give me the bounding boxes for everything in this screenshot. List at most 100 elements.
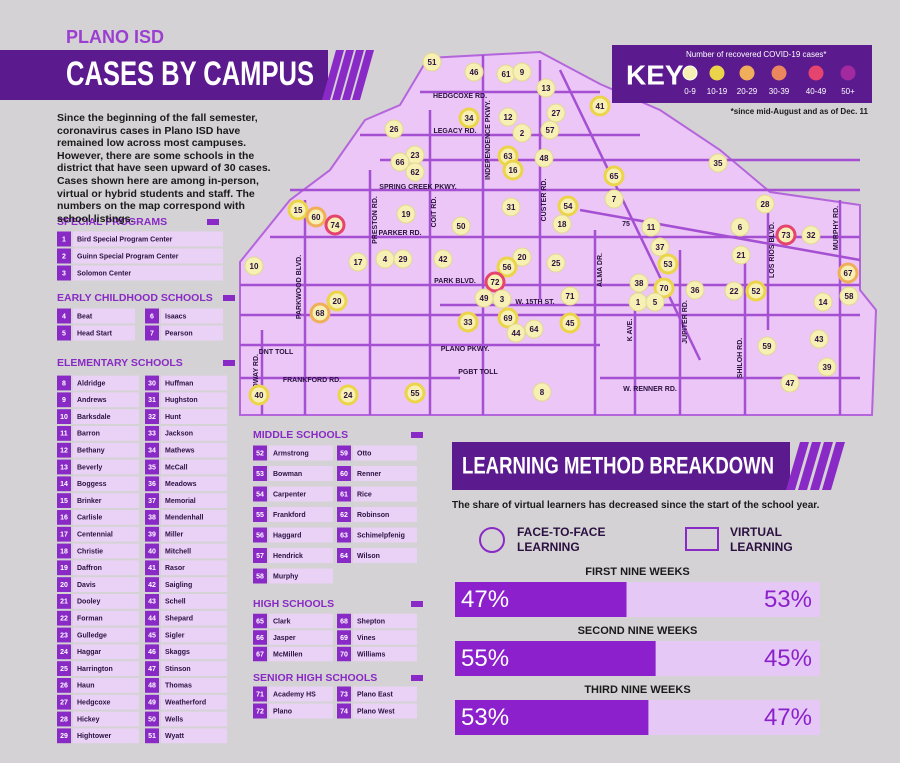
name-box [73,426,139,441]
marker-label: 31 [507,203,516,212]
road-label: LOS RIOS BLVD. [769,222,776,278]
school-name: Wells [165,716,183,723]
school-number: 29 [60,733,68,740]
marker-label: 12 [504,113,513,122]
school-marker [326,290,348,312]
school-number: 58 [256,573,264,580]
road-label: PRESTON RD. [372,196,379,244]
number-box [145,308,159,324]
school-name: Haun [77,683,95,690]
name-box [269,646,333,662]
number-box [145,493,159,508]
number-box [253,507,267,522]
virtual-bar [626,582,820,617]
number-box [145,678,159,693]
section-rule [223,360,235,366]
school-marker [559,312,581,334]
name-box [73,543,139,559]
number-box [145,694,159,710]
key-swatch [682,65,698,81]
section-title: MIDDLE SCHOOLS [253,429,348,441]
school-name: Beverly [77,464,102,471]
school-number: 19 [60,565,68,572]
road-label: FRANKFORD RD. [283,377,341,384]
road-label: DNT TOLL [259,349,294,356]
banner-stripe [798,442,821,490]
section-title: SPECIAL PROGRAMS [57,216,167,228]
school-marker [451,216,471,236]
name-box [161,459,227,475]
road-label: PARKWOOD BLVD. [296,255,303,319]
marker-label: 38 [635,279,644,288]
school-marker [492,289,512,309]
name-box [161,594,227,609]
school-name: Gulledge [77,632,107,639]
number-box [57,459,71,475]
road-label: INDEPENDENCE PKWY. [485,100,492,180]
number-box [145,627,159,643]
school-name: Andrews [77,397,107,404]
school-marker [757,336,777,356]
school-name: Murphy [273,573,298,580]
virtual-bar [655,641,820,676]
school-number: 28 [60,716,68,723]
virtual-label: 53% [764,586,812,613]
school-name: Armstrong [273,450,309,457]
school-name: Meadows [165,481,197,488]
marker-label: 41 [596,102,605,111]
school-name: Rice [357,491,372,498]
name-box [73,476,139,492]
school-marker [524,319,544,339]
school-number: 63 [340,532,348,539]
school-number: 68 [340,618,348,625]
school-number: 50 [148,716,156,723]
school-name: Memorial [165,498,196,505]
marker-label: 60 [312,213,321,222]
name-box [161,610,227,626]
number-box [253,613,267,629]
name-box [73,325,135,341]
school-number: 25 [60,666,68,673]
number-box [337,466,351,481]
marker-label: 66 [396,158,405,167]
number-box [145,577,159,592]
school-name: Solomon Center [77,270,131,277]
road-label: PARK BLVD. [434,278,476,285]
school-marker [708,153,728,173]
marker-label: 52 [752,287,761,296]
name-box [353,703,417,719]
marker-label: 70 [660,284,669,293]
name-box [161,728,227,744]
name-box [73,493,139,508]
school-number: 21 [60,599,68,606]
marker-label: 4 [383,255,388,264]
period-title: THIRD NINE WEEKS [584,684,690,696]
school-marker [560,286,580,306]
school-name: Pearson [165,330,193,337]
school-number: 62 [340,512,348,519]
name-box [161,560,227,576]
school-name: Clark [273,618,291,625]
marker-label: 46 [470,68,479,77]
school-number: 67 [256,651,264,658]
marker-label: 61 [502,70,511,79]
school-number: 20 [60,582,68,589]
section-rule [411,432,423,438]
school-name: Frankford [273,512,306,519]
school-number: 51 [148,733,156,740]
school-name: Rasor [165,565,185,572]
number-box [145,711,159,727]
school-name: Hickey [77,716,100,723]
marker-label: 33 [464,318,473,327]
name-box [73,510,139,525]
school-marker [731,245,751,265]
school-marker [404,382,426,404]
marker-label: 54 [564,202,573,211]
school-name: Plano [273,708,292,715]
number-box [57,644,71,660]
number-box [253,568,267,584]
school-name: Academy HS [273,691,316,698]
school-marker [396,204,416,224]
school-name: Robinson [357,512,389,519]
number-box [57,661,71,676]
